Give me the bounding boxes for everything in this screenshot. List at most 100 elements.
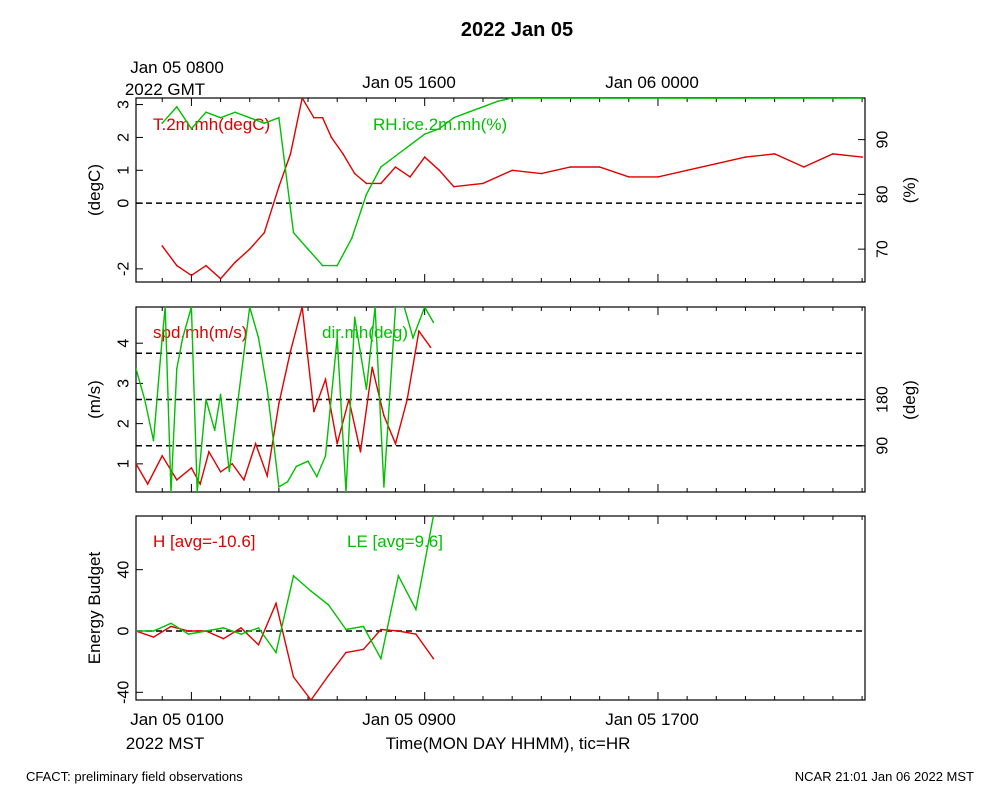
data-point xyxy=(231,463,233,465)
y-tick-label-right: 70 xyxy=(875,240,892,258)
y-tick-label-left: 1 xyxy=(116,166,133,175)
data-point xyxy=(336,442,339,445)
data-point xyxy=(289,153,292,155)
series-legend-label: spd.mh(m/s) xyxy=(153,323,247,342)
data-point xyxy=(365,193,368,196)
data-point xyxy=(152,630,155,632)
data-point xyxy=(136,463,137,465)
y-tick-label-left: 4 xyxy=(116,339,133,348)
data-point xyxy=(353,172,356,175)
series-legend-label: T.2m.mh(degC) xyxy=(153,115,270,134)
y-tick-label-right: 180 xyxy=(875,386,892,413)
data-point xyxy=(205,264,207,267)
data-point xyxy=(152,439,155,442)
y-tick-label-right: 90 xyxy=(875,131,892,149)
data-point xyxy=(292,676,295,678)
data-point xyxy=(275,602,277,605)
panel-wind: 1 2 3 4 90 180 (m/s) (deg) spd.mh(m/s) dir.mh(deg… xyxy=(85,306,919,493)
data-point xyxy=(342,153,344,155)
data-point xyxy=(330,136,333,139)
chart-title: 2022 Jan 05 xyxy=(461,19,573,41)
data-point xyxy=(146,483,149,485)
data-point xyxy=(324,378,327,381)
data-point xyxy=(657,176,659,178)
data-point xyxy=(266,475,269,477)
data-point xyxy=(803,98,805,99)
data-point xyxy=(190,307,193,308)
data-point xyxy=(170,491,172,492)
data-point xyxy=(187,630,190,632)
data-point xyxy=(394,307,397,308)
data-point xyxy=(190,127,193,130)
data-point xyxy=(409,176,411,178)
data-point xyxy=(406,398,409,401)
data-point xyxy=(496,100,499,103)
data-point xyxy=(423,133,426,135)
top-tick-label-2: Jan 05 1600 xyxy=(362,73,456,92)
data-point xyxy=(511,98,513,99)
y-axis-label-left: (m/s) xyxy=(85,380,104,419)
series-legend-label: LE [avg=9.6] xyxy=(347,532,443,551)
bottom-tick-label-3: Jan 05 1700 xyxy=(605,710,699,729)
data-point xyxy=(453,185,455,188)
data-point xyxy=(208,451,210,453)
y-tick-label-left: 3 xyxy=(116,379,133,388)
panel-energy-budget: -40 0 40 Energy Budget H [avg=-10.6] LE [avg=… xyxy=(85,515,866,704)
data-point xyxy=(263,122,266,124)
data-point xyxy=(222,637,225,640)
data-point xyxy=(482,106,484,108)
data-point xyxy=(219,471,222,473)
data-point xyxy=(176,264,178,267)
series-legend-label: RH.ice.2m.mh(%) xyxy=(373,115,507,134)
data-point xyxy=(243,479,245,481)
data-point xyxy=(394,166,397,168)
top-tick-label-1: Jan 05 0800 xyxy=(130,58,224,77)
data-point xyxy=(248,307,251,308)
data-point xyxy=(234,111,236,113)
data-point xyxy=(397,575,400,577)
data-point xyxy=(161,122,163,124)
data-point xyxy=(327,674,330,677)
data-point xyxy=(403,307,406,308)
data-point xyxy=(324,455,327,457)
data-point xyxy=(278,185,280,188)
data-point xyxy=(394,155,397,157)
data-point xyxy=(301,307,303,308)
data-point xyxy=(380,657,382,660)
data-point xyxy=(313,116,315,119)
y-tick-label-left: 2 xyxy=(116,133,133,142)
top-tick-label-3: Jan 06 0000 xyxy=(605,73,699,92)
data-point xyxy=(423,156,426,158)
data-point xyxy=(432,516,435,517)
data-point xyxy=(152,636,155,638)
data-point xyxy=(383,486,385,488)
data-point xyxy=(432,657,435,660)
y-tick-label-left: -2 xyxy=(116,262,133,276)
data-point xyxy=(219,393,222,396)
series-line-le-avg-9-6- xyxy=(136,516,435,661)
data-point xyxy=(409,144,411,146)
top-axis-date-line: 2022 GMT xyxy=(125,80,205,99)
data-point xyxy=(429,346,432,349)
y-tick-label-left: 0 xyxy=(116,199,133,208)
data-point xyxy=(161,245,163,247)
data-point xyxy=(181,337,184,339)
data-point xyxy=(418,330,420,332)
data-point xyxy=(438,169,441,172)
data-point xyxy=(187,633,190,635)
data-point xyxy=(316,475,318,478)
bottom-tick-label-1: Jan 05 0100 xyxy=(130,710,224,729)
data-point xyxy=(199,483,201,485)
data-point xyxy=(540,98,543,99)
data-point xyxy=(257,337,260,339)
data-point xyxy=(136,630,137,632)
y-tick-label-left: 40 xyxy=(116,561,133,579)
data-point xyxy=(310,590,312,592)
data-point xyxy=(176,479,178,481)
data-point xyxy=(295,465,298,468)
data-point xyxy=(715,98,718,99)
data-point xyxy=(176,106,178,108)
data-point xyxy=(453,116,455,119)
data-point xyxy=(803,166,805,168)
data-point xyxy=(222,627,225,629)
